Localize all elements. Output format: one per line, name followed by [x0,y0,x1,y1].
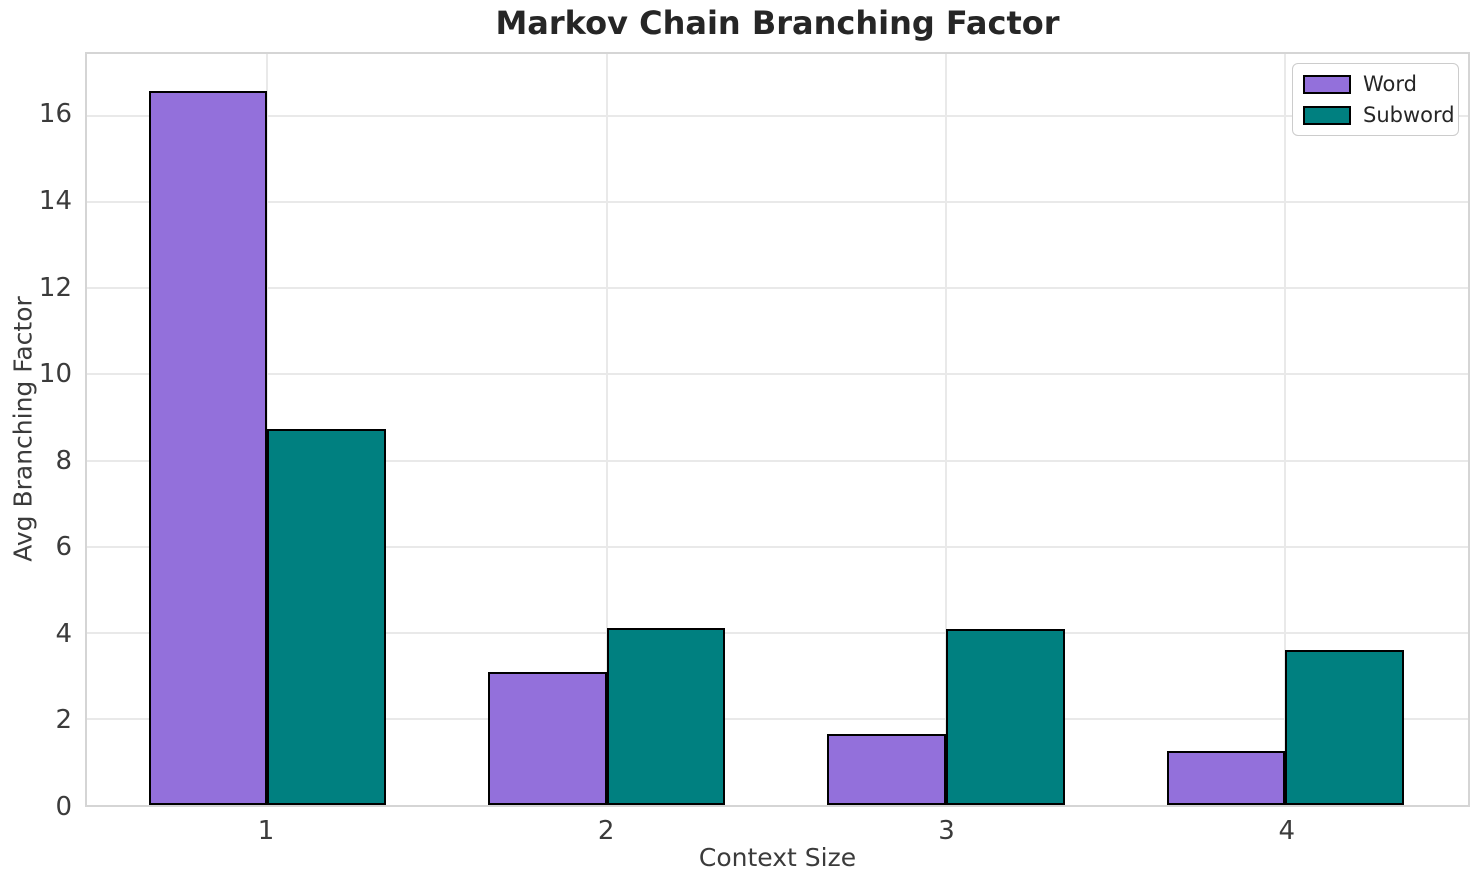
y-tick-label-16: 16 [38,99,72,130]
y-tick-label-12: 12 [38,272,72,303]
legend-swatch-subword-icon [1303,105,1351,125]
gridline-y-8 [87,459,1468,462]
legend-entry-subword: Subword [1303,103,1455,127]
gridline-y-12 [87,287,1468,290]
bar-subword-context-4 [1285,649,1404,805]
bar-word-context-1 [148,91,268,805]
bar-subword-context-3 [945,629,1065,805]
x-tick-label-4: 4 [1278,816,1296,846]
x-tick-label-3: 3 [938,816,955,846]
gridline-y-4 [87,631,1468,634]
gridline-x-2 [605,54,608,805]
x-tick-label-1: 1 [257,816,275,846]
y-axis-label: Avg Branching Factor [8,296,38,562]
bar-word-context-2 [488,671,607,805]
x-axis-label: Context Size [698,843,857,872]
bar-subword-context-2 [606,628,726,805]
gridline-y-14 [87,201,1468,204]
gridline-x-4 [1284,54,1287,805]
y-tick-label-0: 0 [55,792,72,822]
legend-swatch-word-icon [1303,74,1351,94]
bar-subword-context-1 [267,429,387,805]
y-tick-label-2: 2 [55,705,72,736]
y-tick-label-14: 14 [38,185,72,216]
bar-word-context-4 [1166,751,1286,805]
bar-word-context-3 [827,733,946,805]
chart-title: Markov Chain Branching Factor [495,4,1060,42]
y-tick-label-4: 4 [55,618,72,649]
legend-entry-word: Word [1303,72,1448,96]
gridline-x-3 [944,54,947,805]
y-tick-label-8: 8 [55,445,72,476]
gridline-y-2 [87,717,1468,720]
x-tick-label-2: 2 [597,816,615,846]
legend-label-word: Word [1363,72,1417,96]
gridline-y-6 [87,545,1468,548]
gridline-y-16 [87,115,1468,118]
y-tick-label-6: 6 [55,532,72,563]
legend: Word Subword [1292,63,1459,136]
y-tick-label-10: 10 [38,359,72,390]
gridline-y-10 [87,373,1468,376]
legend-label-subword: Subword [1363,103,1455,127]
plot-area [85,52,1470,807]
